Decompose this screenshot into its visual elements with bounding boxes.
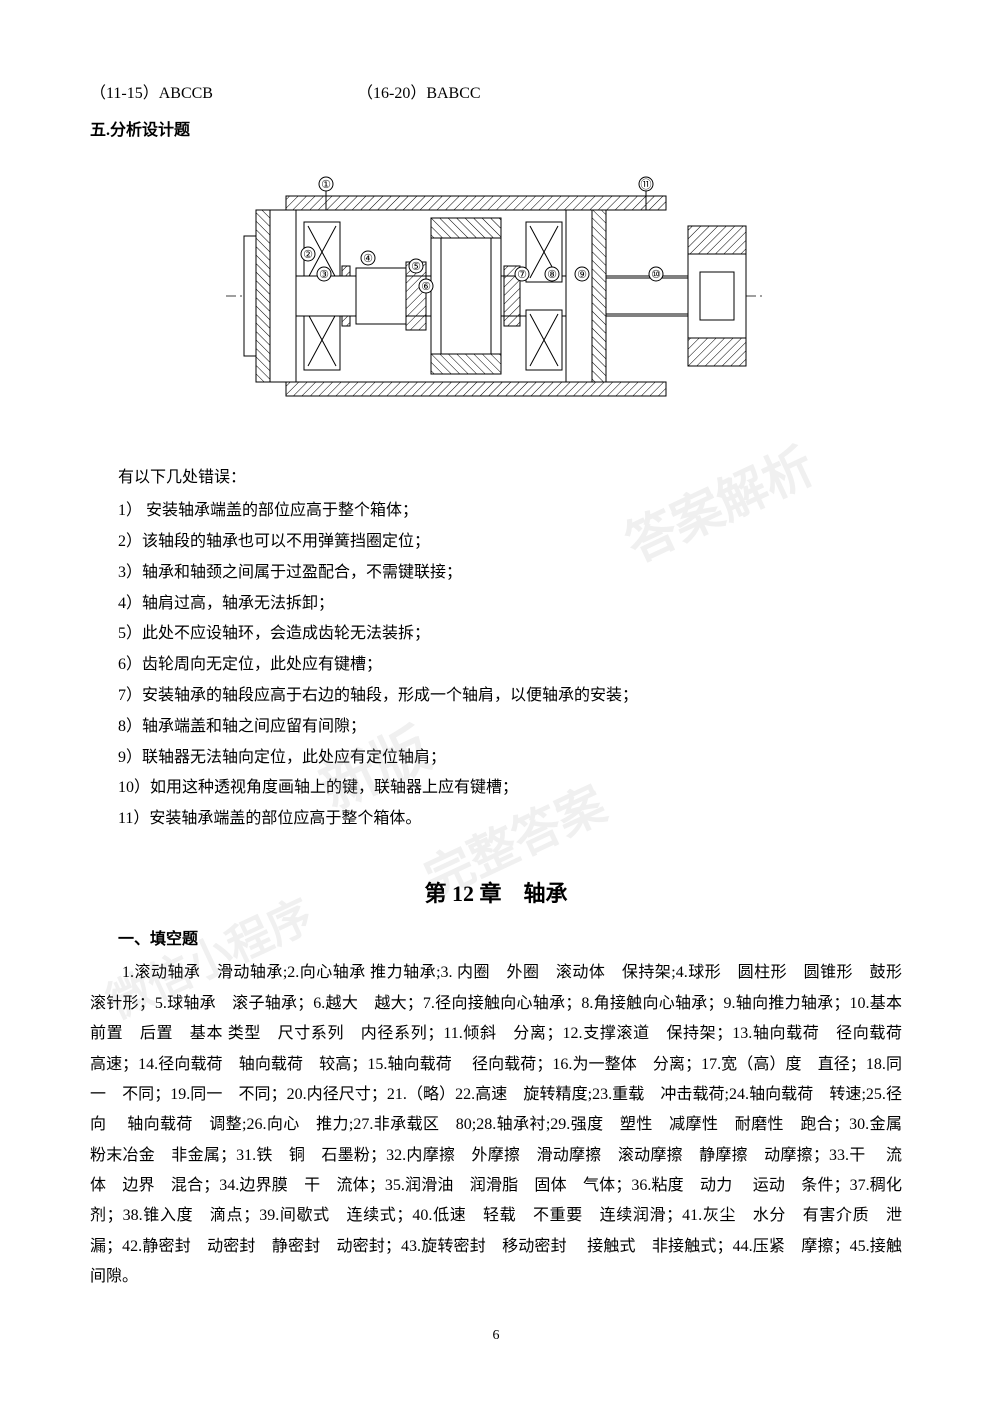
svg-text:⑩: ⑩	[651, 269, 661, 281]
answers-16-20: （16-20）BABCC	[357, 80, 481, 109]
top-answer-line: （11-15）ABCCB （16-20）BABCC	[90, 80, 902, 109]
svg-text:⑨: ⑨	[577, 269, 587, 281]
section-five-heading: 五.分析设计题	[90, 117, 902, 146]
page-number: 6	[90, 1323, 902, 1348]
svg-text:⑦: ⑦	[517, 269, 527, 281]
error-item: 6）齿轮周向无定位，此处应有键槽；	[118, 651, 902, 680]
mechanical-drawing-svg: ① ② ③ ④ ⑤ ⑥ ⑦ ⑧ ⑨ ⑩ ⑪	[226, 166, 766, 426]
svg-text:⑧: ⑧	[547, 269, 557, 281]
svg-text:④: ④	[363, 253, 373, 265]
error-item: 11）安装轴承端盖的部位应高于整个箱体。	[118, 805, 902, 834]
svg-text:⑥: ⑥	[421, 281, 431, 293]
fill-blank-body: 1.滚动轴承 滑动轴承;2.向心轴承 推力轴承;3. 内圈 外圈 滚动体 保持架…	[90, 958, 902, 1292]
answers-11-15: （11-15）ABCCB	[90, 80, 213, 109]
svg-text:③: ③	[319, 269, 329, 281]
svg-text:②: ②	[303, 249, 313, 261]
errors-list: 有以下几处错误： 1） 安装轴承端盖的部位应高于整个箱体； 2）该轴段的轴承也可…	[90, 464, 902, 834]
fill-blank-heading: 一、填空题	[90, 926, 902, 955]
error-item: 3）轴承和轴颈之间属于过盈配合，不需键联接；	[118, 559, 902, 588]
error-item: 10）如用这种透视角度画轴上的键，联轴器上应有键槽；	[118, 774, 902, 803]
shaft-assembly-diagram: ① ② ③ ④ ⑤ ⑥ ⑦ ⑧ ⑨ ⑩ ⑪	[90, 166, 902, 437]
svg-text:⑤: ⑤	[411, 261, 421, 273]
error-item: 7）安装轴承的轴段应高于右边的轴段，形成一个轴肩，以便轴承的安装；	[118, 682, 902, 711]
error-item: 4）轴肩过高，轴承无法拆卸；	[118, 590, 902, 619]
error-item: 8）轴承端盖和轴之间应留有间隙；	[118, 713, 902, 742]
error-item: 2）该轴段的轴承也可以不用弹簧挡圈定位；	[118, 528, 902, 557]
errors-intro: 有以下几处错误：	[118, 464, 902, 493]
chapter-12-title: 第 12 章 轴承	[90, 874, 902, 914]
svg-text:⑪: ⑪	[641, 178, 652, 191]
svg-text:①: ①	[321, 179, 331, 191]
error-item: 9）联轴器无法轴向定位，此处应有定位轴肩；	[118, 744, 902, 773]
error-item: 5）此处不应设轴环，会造成齿轮无法装拆；	[118, 620, 902, 649]
error-item: 1） 安装轴承端盖的部位应高于整个箱体；	[118, 497, 902, 526]
